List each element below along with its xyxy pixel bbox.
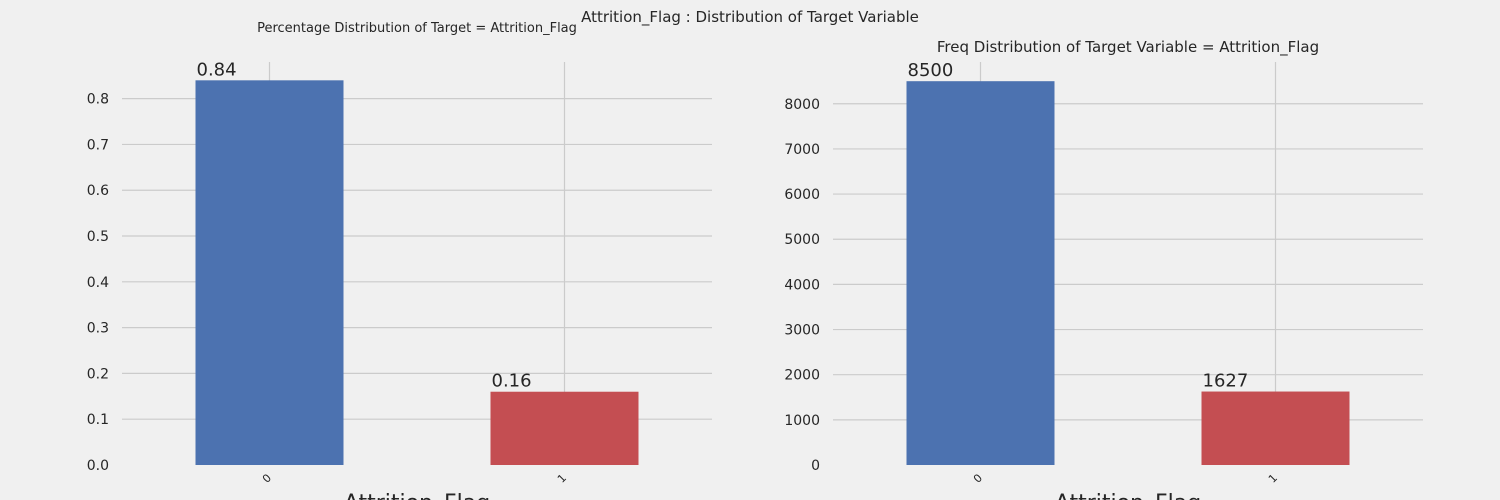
y-tick-label: 0.2 (87, 366, 109, 382)
y-tick-label: 6000 (784, 187, 820, 203)
bar-0 (195, 80, 344, 466)
bar-value-label: 0.84 (197, 59, 237, 80)
y-tick-label: 5000 (784, 232, 820, 248)
y-tick-label: 1000 (784, 413, 820, 429)
chart-freq-distribution: Freq Distribution of Target Variable = A… (784, 38, 1423, 500)
x-tick-label: 1 (555, 471, 569, 485)
figure-suptitle: Attrition_Flag : Distribution of Target … (581, 8, 919, 27)
bar-value-label: 0.16 (492, 371, 532, 392)
y-tick-label: 0.5 (87, 229, 109, 245)
y-tick-label: 0.3 (87, 321, 109, 337)
y-tick-label: 0.7 (87, 137, 109, 153)
bar-1 (490, 391, 639, 465)
chart-percentage-distribution: Percentage Distribution of Target = Attr… (87, 21, 712, 500)
y-tick-label: 2000 (784, 368, 820, 384)
bar-value-label: 1627 (1203, 371, 1249, 392)
chart-title: Freq Distribution of Target Variable = A… (937, 38, 1319, 57)
y-tick-label: 4000 (784, 277, 820, 293)
y-tick-labels: 0.0 0.1 0.2 0.3 0.4 0.5 0.6 0.7 0.8 (87, 92, 109, 474)
y-tick-label: 0.8 (87, 92, 109, 108)
x-tick-label: 0 (260, 471, 274, 485)
y-tick-label: 7000 (784, 142, 820, 158)
y-tick-label: 8000 (784, 97, 820, 113)
chart-title: Percentage Distribution of Target = Attr… (257, 21, 577, 36)
x-tick-label: 1 (1266, 471, 1280, 485)
y-tick-label: 0.0 (87, 458, 109, 474)
bar-value-label: 8500 (908, 60, 954, 81)
y-tick-label: 0.4 (87, 275, 109, 291)
x-tick-label: 0 (971, 471, 985, 485)
x-axis-label: Attrition_Flag (1055, 491, 1201, 500)
y-tick-label: 0.1 (87, 412, 109, 428)
bars (906, 81, 1350, 465)
bar-1 (1201, 391, 1350, 465)
y-tick-label: 0 (811, 458, 820, 474)
y-tick-label: 3000 (784, 323, 820, 339)
bar-0 (906, 81, 1055, 465)
bar-value-labels: 8500 1627 (908, 60, 1249, 391)
bars (195, 80, 639, 466)
y-tick-labels: 0 1000 2000 3000 4000 5000 6000 7000 8000 (784, 97, 820, 474)
bar-value-labels: 0.84 0.16 (197, 59, 532, 391)
x-axis-label: Attrition_Flag (344, 491, 490, 500)
y-tick-label: 0.6 (87, 183, 109, 199)
